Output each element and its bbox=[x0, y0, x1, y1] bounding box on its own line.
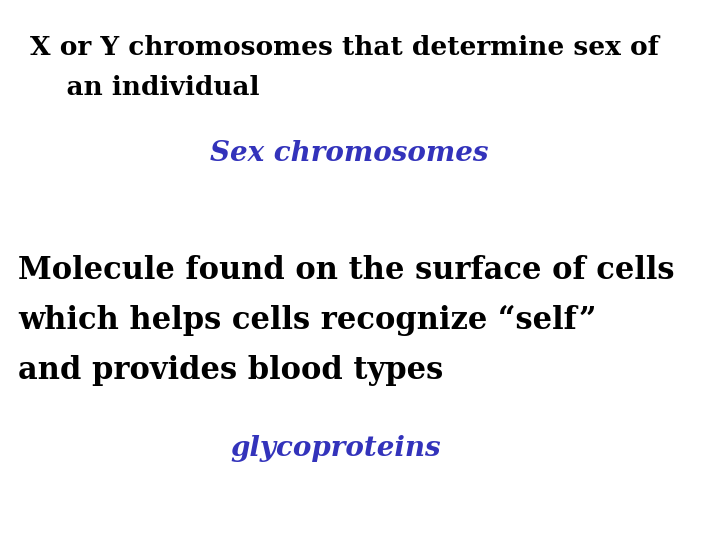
Text: X or Y chromosomes that determine sex of: X or Y chromosomes that determine sex of bbox=[30, 35, 659, 60]
Text: Sex chromosomes: Sex chromosomes bbox=[210, 140, 488, 167]
Text: which helps cells recognize “self”: which helps cells recognize “self” bbox=[18, 305, 596, 336]
Text: an individual: an individual bbox=[30, 75, 259, 100]
Text: and provides blood types: and provides blood types bbox=[18, 355, 444, 386]
Text: Molecule found on the surface of cells: Molecule found on the surface of cells bbox=[18, 255, 675, 286]
Text: glycoproteins: glycoproteins bbox=[230, 435, 441, 462]
